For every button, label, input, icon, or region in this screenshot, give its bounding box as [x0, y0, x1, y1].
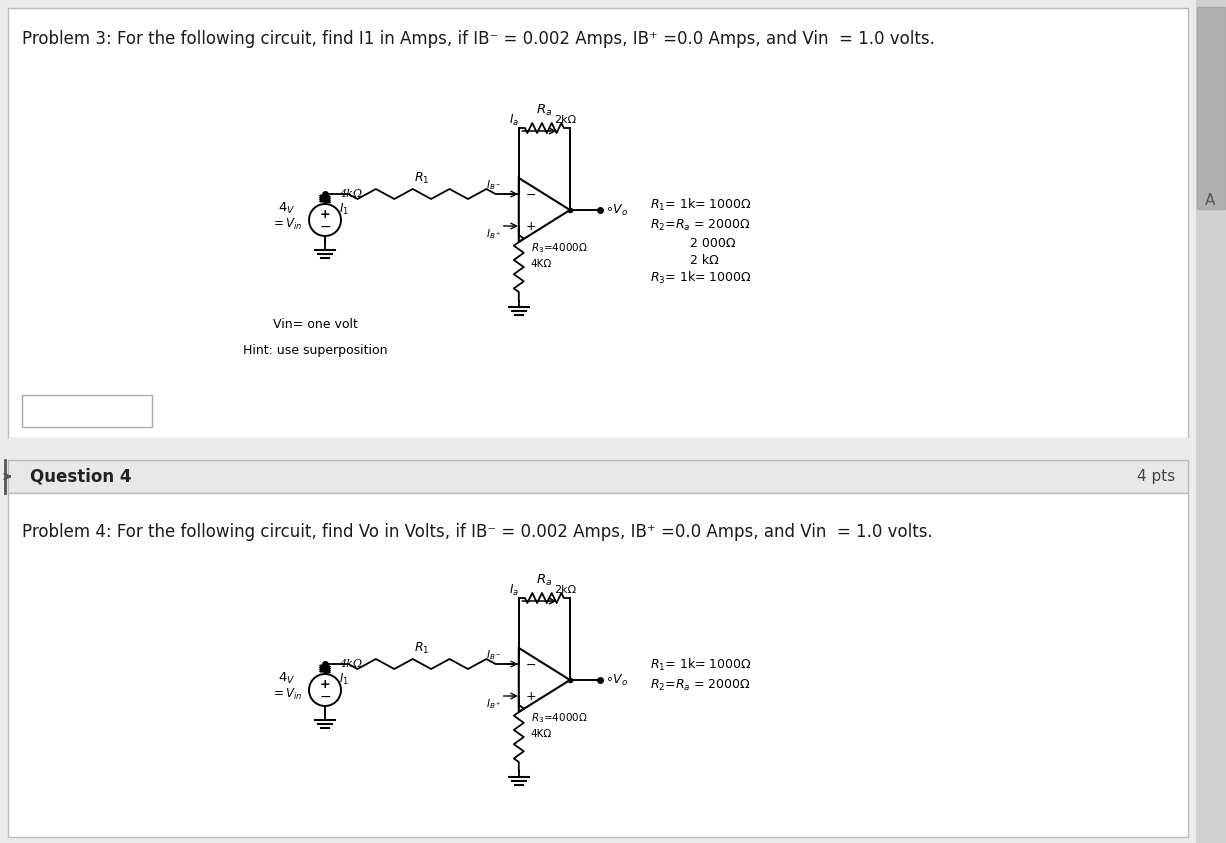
Text: $\circ V_o$: $\circ V_o$ [604, 673, 629, 688]
Text: $-$: $-$ [525, 187, 536, 201]
Text: $R_2$=$R_a$ = 2000Ω: $R_2$=$R_a$ = 2000Ω [650, 678, 750, 693]
Text: $R_3$=4000Ω: $R_3$=4000Ω [531, 711, 587, 725]
Text: $+$: $+$ [525, 690, 537, 702]
Text: $-$: $-$ [525, 658, 536, 670]
Text: 4KΩ: 4KΩ [531, 729, 552, 739]
FancyBboxPatch shape [1197, 0, 1226, 843]
Text: $R_1$= 1k= 1000Ω: $R_1$= 1k= 1000Ω [650, 197, 752, 213]
Text: $+$: $+$ [525, 219, 537, 233]
Text: $I_{B^+}$: $I_{B^+}$ [487, 227, 501, 241]
Text: $R_3$= 1k= 1000Ω: $R_3$= 1k= 1000Ω [650, 270, 752, 286]
Text: 2kΩ: 2kΩ [554, 115, 576, 125]
Text: $I_a$: $I_a$ [510, 583, 520, 598]
FancyBboxPatch shape [9, 460, 1188, 493]
Text: Question 4: Question 4 [29, 468, 131, 486]
Text: Problem 4: For the following circuit, find Vo in Volts, if IB⁻ = 0.002 Amps, IB⁺: Problem 4: For the following circuit, fi… [22, 523, 933, 541]
Text: $\circ V_o$: $\circ V_o$ [604, 202, 629, 217]
Text: 2kΩ: 2kΩ [554, 585, 576, 595]
Text: 4KΩ: 4KΩ [531, 259, 552, 269]
Text: Problem 3: For the following circuit, find I1 in Amps, if IB⁻ = 0.002 Amps, IB⁺ : Problem 3: For the following circuit, fi… [22, 30, 935, 48]
Text: $R_a$: $R_a$ [536, 572, 553, 588]
Text: 4kΩ: 4kΩ [340, 189, 362, 199]
Text: +: + [320, 207, 330, 221]
Text: $I_1$: $I_1$ [340, 201, 349, 217]
Text: $R_2$=$R_a$ = 2000Ω: $R_2$=$R_a$ = 2000Ω [650, 217, 750, 233]
Text: $R_3$=4000Ω: $R_3$=4000Ω [531, 241, 587, 255]
Text: $R_1$= 1k= 1000Ω: $R_1$= 1k= 1000Ω [650, 657, 752, 673]
Text: 4kΩ: 4kΩ [340, 659, 362, 669]
Text: $I_{B^-}$: $I_{B^-}$ [487, 178, 501, 192]
Text: 2 000Ω: 2 000Ω [690, 237, 736, 250]
Text: −: − [319, 220, 331, 234]
FancyBboxPatch shape [9, 8, 1188, 438]
FancyBboxPatch shape [0, 438, 1226, 460]
Text: +: + [320, 678, 330, 690]
FancyBboxPatch shape [1197, 7, 1225, 209]
Text: $4_V$: $4_V$ [278, 670, 295, 685]
Text: Vin= one volt: Vin= one volt [272, 319, 358, 331]
Text: 2 kΩ: 2 kΩ [690, 254, 718, 266]
Text: $I_1$: $I_1$ [340, 672, 349, 686]
Text: $=V_{in}$: $=V_{in}$ [271, 686, 303, 701]
Text: −: − [319, 690, 331, 704]
Text: $=V_{in}$: $=V_{in}$ [271, 217, 303, 232]
Text: $I_{B^-}$: $I_{B^-}$ [487, 648, 501, 662]
Text: A: A [1205, 192, 1215, 207]
Text: Hint: use superposition: Hint: use superposition [243, 343, 387, 357]
Text: $4_V$: $4_V$ [278, 201, 295, 216]
Text: 4 pts: 4 pts [1137, 469, 1175, 484]
FancyBboxPatch shape [9, 493, 1188, 837]
Text: $R_a$: $R_a$ [536, 103, 553, 117]
Text: $I_a$: $I_a$ [510, 112, 520, 127]
Text: $I_{B^+}$: $I_{B^+}$ [487, 697, 501, 711]
FancyBboxPatch shape [22, 395, 152, 427]
Text: $R_1$: $R_1$ [414, 641, 429, 656]
Text: $R_1$: $R_1$ [414, 170, 429, 185]
